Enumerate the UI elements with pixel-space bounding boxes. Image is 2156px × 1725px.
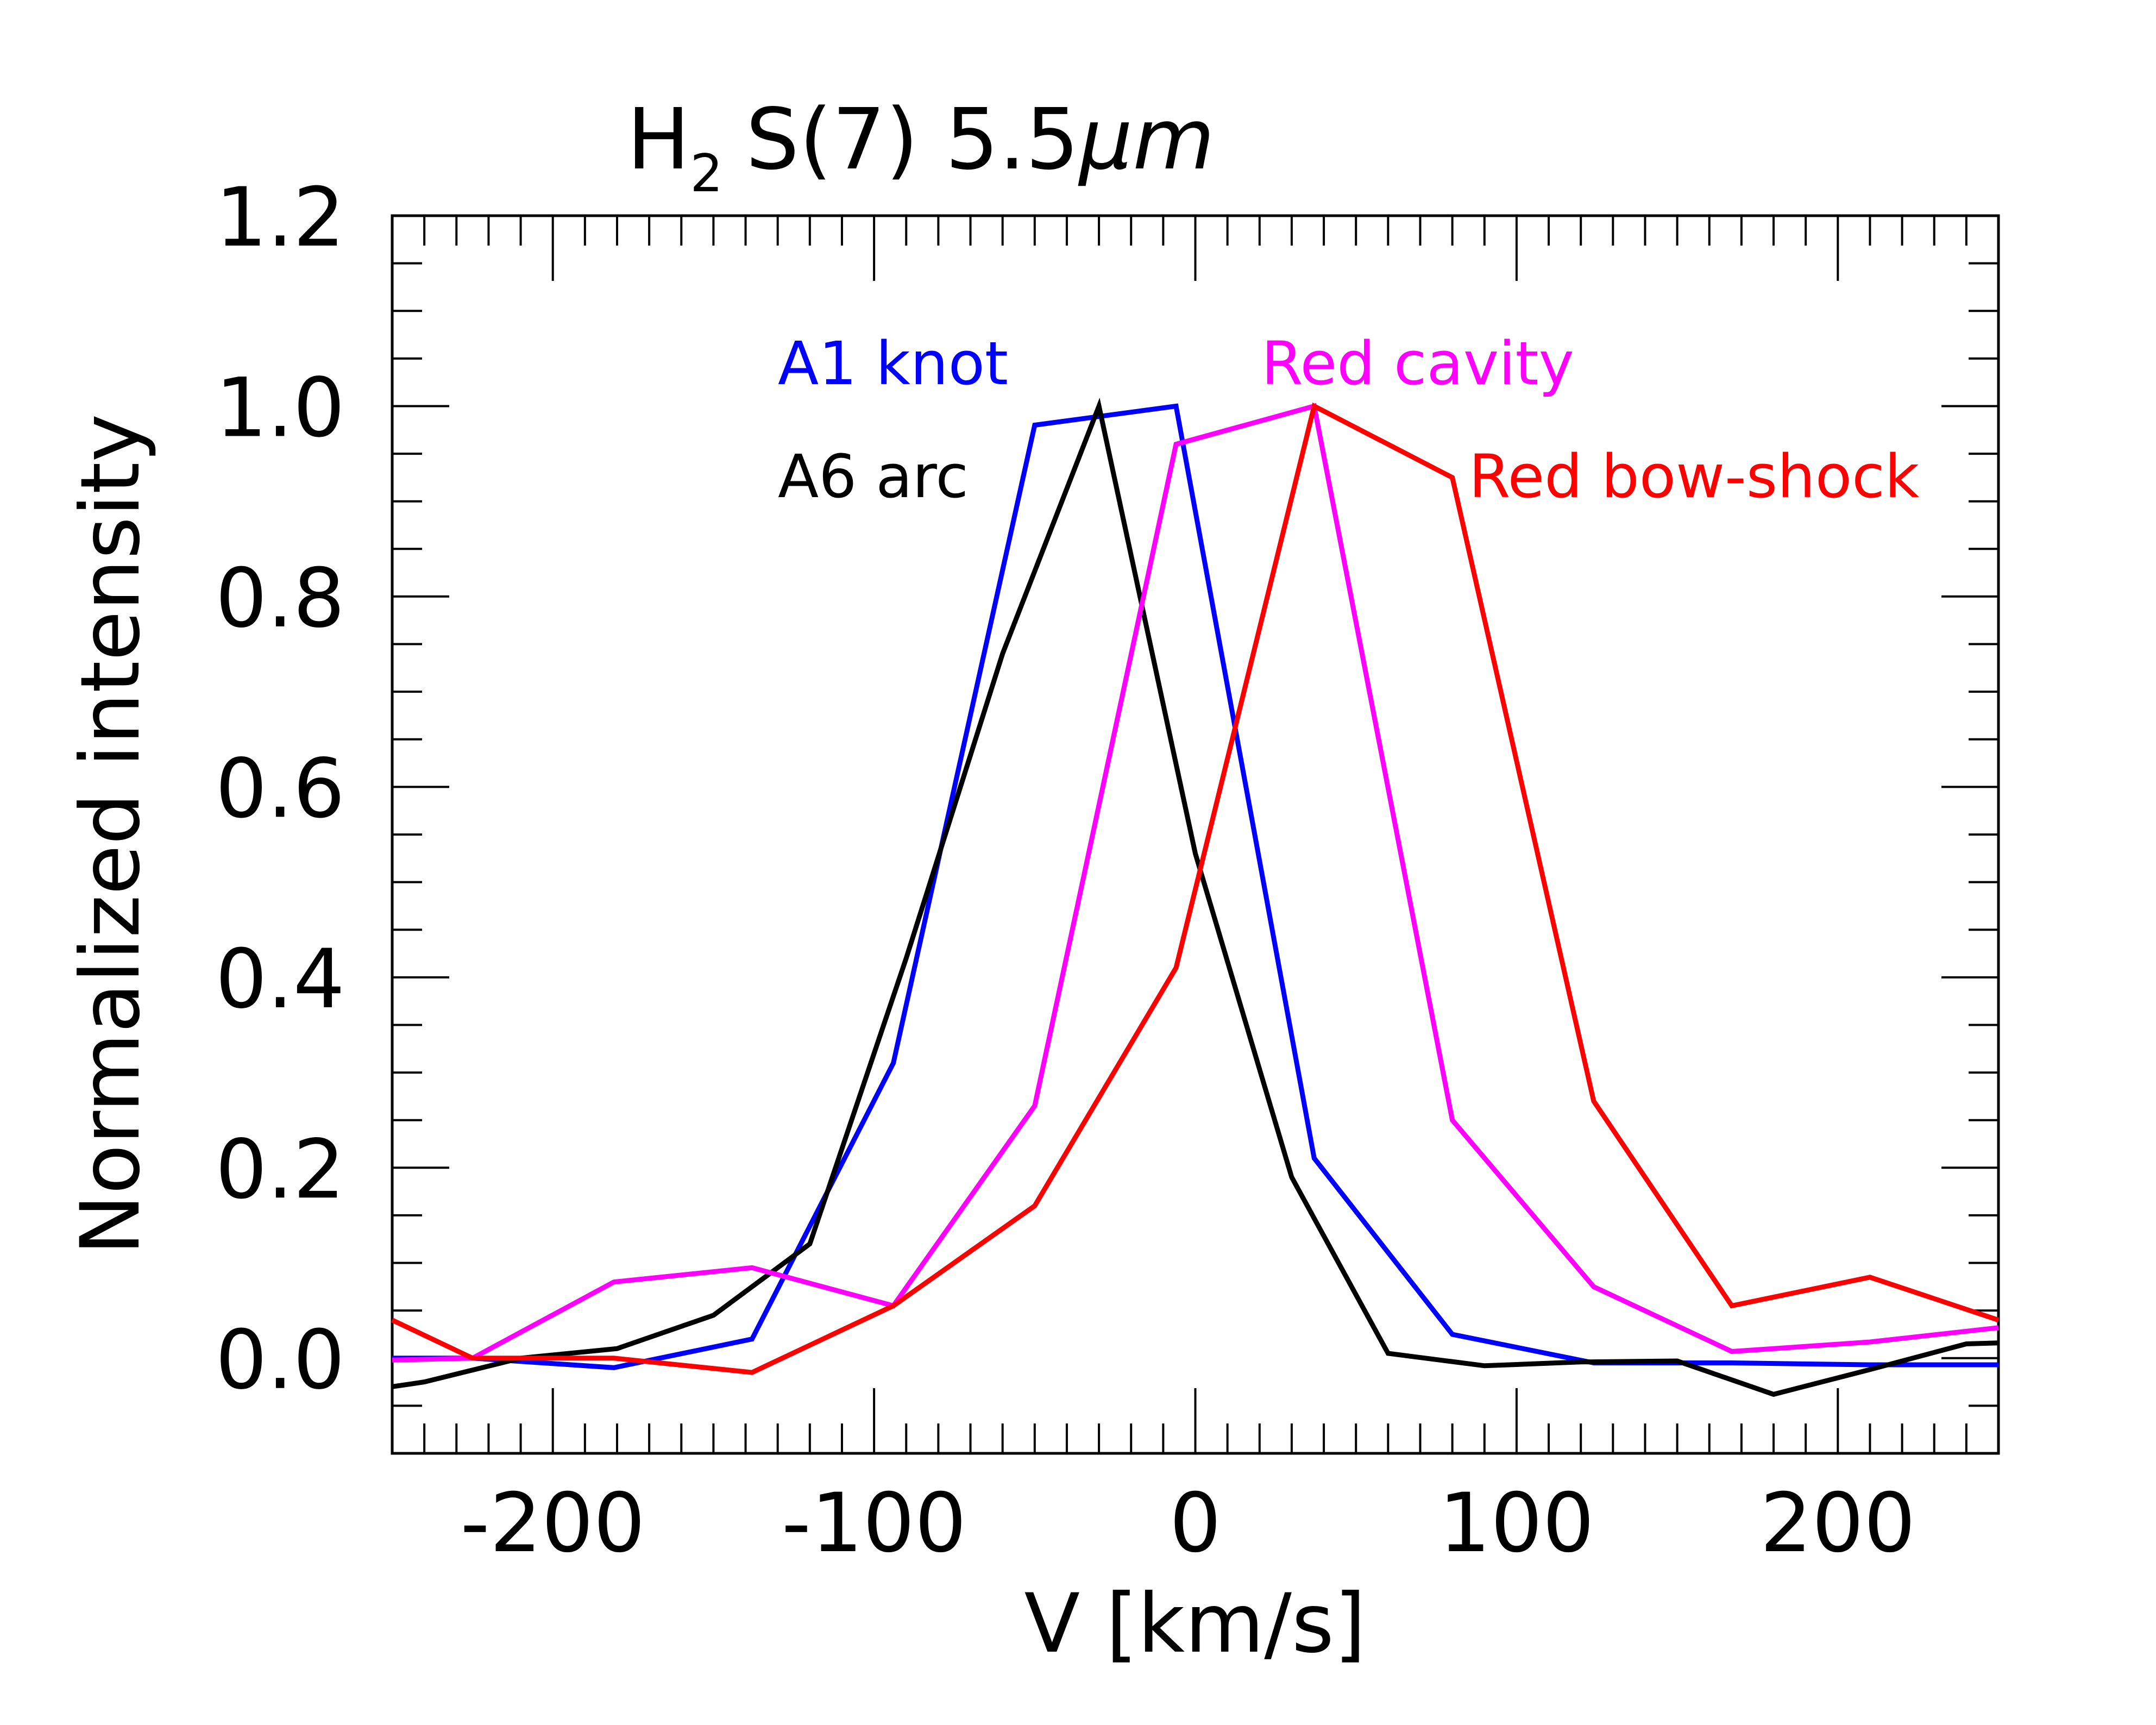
y-tick-label: 1.0 — [215, 361, 345, 455]
y-tick-label: 0.2 — [215, 1122, 345, 1217]
chart-title-species: H — [627, 90, 690, 189]
chart-title-subscript: 2 — [690, 144, 722, 204]
y-axis-title: Normalized intensity — [64, 414, 158, 1256]
chart-title: H2 S(7) 5.5μm — [627, 90, 1215, 204]
series-line-red-cavity — [392, 403, 1999, 1363]
y-tick-label: 0.8 — [215, 551, 345, 646]
y-tick-label: 0.4 — [215, 932, 345, 1027]
tick-labels-layer: -200 -100 0 100 200 0.0 0.2 0.4 0.6 0.8 1.0 1.2 — [215, 171, 1915, 1571]
x-tick-label: 200 — [1760, 1476, 1915, 1571]
x-tick-label: 100 — [1439, 1476, 1594, 1571]
x-tick-label: -100 — [782, 1476, 966, 1571]
y-tick-label: 0.6 — [215, 742, 345, 836]
x-tick-label: -200 — [460, 1476, 645, 1571]
y-tick-label: 0.0 — [215, 1313, 345, 1408]
chart-title-line: S(7) 5.5 — [746, 90, 1079, 189]
x-tick-label: 0 — [1170, 1476, 1221, 1571]
series-line-a6-arc — [392, 397, 1999, 1397]
chart-title-unit: μm — [1078, 90, 1215, 189]
legend-label-a6-arc: A6 arc — [778, 442, 969, 511]
legend-label-a1-knot: A1 knot — [778, 329, 1008, 398]
x-axis-title: V [km/s] — [1024, 1577, 1366, 1671]
y-tick-label: 1.2 — [215, 171, 345, 265]
series-layer — [391, 397, 2000, 1397]
series-line-red-bow-shock — [391, 402, 2000, 1375]
series-line-a1-knot — [392, 403, 1998, 1370]
legend-label-red-cavity: Red cavity — [1261, 329, 1574, 398]
legend-label-red-bow-shock: Red bow-shock — [1469, 442, 1920, 511]
